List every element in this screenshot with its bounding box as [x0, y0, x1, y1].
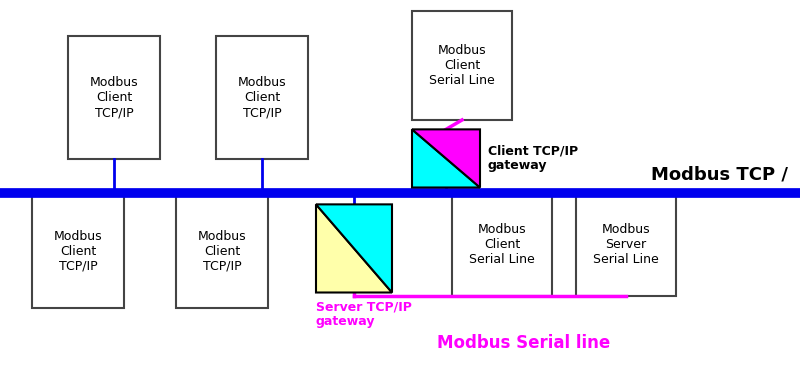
Text: Modbus
Server
Serial Line: Modbus Server Serial Line	[593, 223, 659, 266]
Bar	[576, 193, 676, 296]
Text: Modbus
Client
TCP/IP: Modbus Client TCP/IP	[54, 230, 102, 273]
Text: Modbus
Client
TCP/IP: Modbus Client TCP/IP	[90, 76, 138, 119]
Polygon shape	[412, 129, 480, 188]
Bar	[32, 195, 124, 308]
Text: Client TCP/IP
gateway: Client TCP/IP gateway	[488, 144, 578, 172]
Text: Modbus TCP /: Modbus TCP /	[651, 166, 788, 184]
Polygon shape	[316, 204, 392, 292]
Text: Modbus
Client
TCP/IP: Modbus Client TCP/IP	[198, 230, 246, 273]
Polygon shape	[316, 204, 392, 292]
Text: Server TCP/IP
gateway: Server TCP/IP gateway	[316, 300, 412, 328]
Bar	[412, 11, 512, 120]
Text: Modbus
Client
TCP/IP: Modbus Client TCP/IP	[238, 76, 286, 119]
Bar	[216, 36, 308, 159]
Bar	[176, 195, 268, 308]
Text: Modbus
Client
Serial Line: Modbus Client Serial Line	[469, 223, 535, 266]
Bar	[452, 193, 552, 296]
Text: Modbus Serial line: Modbus Serial line	[438, 334, 610, 352]
Text: Modbus
Client
Serial Line: Modbus Client Serial Line	[429, 44, 495, 87]
Bar	[68, 36, 160, 159]
Polygon shape	[412, 129, 480, 188]
